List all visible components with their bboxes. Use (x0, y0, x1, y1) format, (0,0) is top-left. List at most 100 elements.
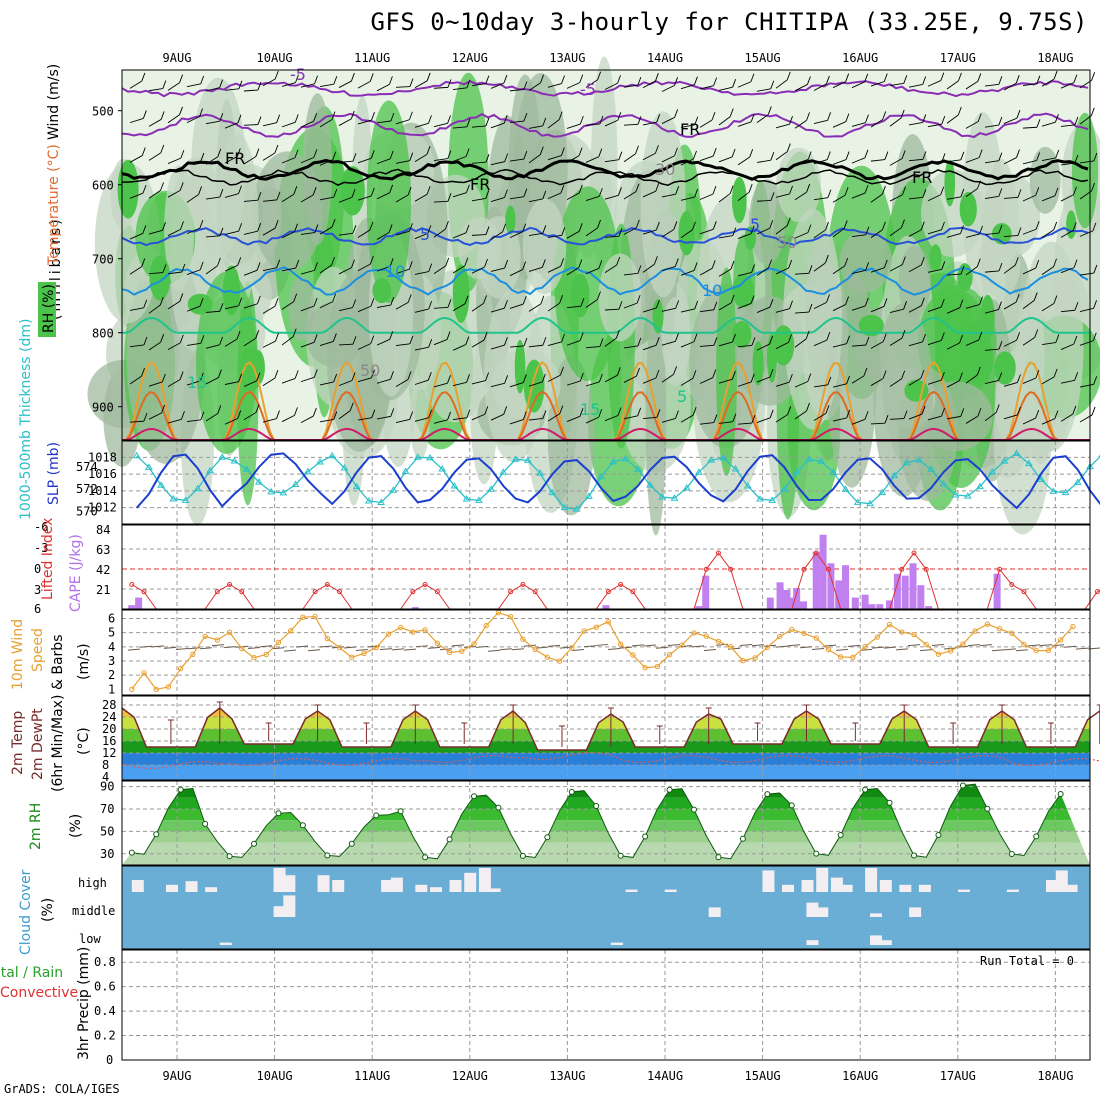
wind-barb (243, 230, 258, 235)
wind-barb (604, 415, 619, 422)
wind-barb-flag (276, 259, 281, 268)
wind-barb-10m (655, 646, 669, 649)
wind-barb (661, 84, 675, 92)
wind-barb-flag (1035, 221, 1040, 230)
wind-barb (509, 303, 524, 309)
wind-barb-flag (466, 374, 470, 383)
wind-barb-flag (882, 221, 886, 230)
wind-tick-label: 1 (108, 682, 115, 696)
wind-barb-flag (769, 299, 774, 308)
wind-barb (528, 232, 543, 237)
wind-barb (262, 418, 277, 423)
wind-barb (357, 157, 372, 164)
thickness-marker (670, 494, 679, 501)
wind-speed-marker (862, 643, 868, 650)
wind-speed-marker (850, 654, 856, 661)
cloud-high-block (840, 884, 853, 892)
rh-marker (739, 835, 746, 842)
wind-barb-flag (920, 256, 925, 266)
thickness-marker (475, 496, 483, 503)
thickness-marker (1000, 457, 1009, 464)
upper-air-frame (121, 69, 1091, 441)
slp-line (135, 452, 1100, 510)
wind-barb-flag (389, 76, 393, 85)
wind-barb-flag (370, 150, 375, 159)
wind-barb (509, 89, 524, 92)
wind-barb-flag (901, 370, 906, 379)
wind-barb (433, 200, 449, 203)
wind-barb (889, 194, 903, 202)
wind-barb (832, 194, 846, 203)
wind-barb (490, 307, 505, 313)
thickness-marker (585, 492, 593, 499)
wind-barb-flag (786, 143, 791, 152)
wind-barb (1041, 195, 1056, 202)
rh-marker (1033, 833, 1040, 840)
wind-barb (205, 196, 220, 200)
rh-tick-label: 70 (100, 802, 114, 816)
cloud-middle-block (816, 907, 829, 917)
wind-barb-flag (313, 334, 318, 343)
wind-barb (794, 120, 807, 129)
wind-barb (889, 378, 902, 387)
lifted-index-marker (214, 589, 220, 595)
wind-barb (1041, 121, 1056, 127)
cape-bar (835, 580, 843, 609)
wind-barb-flag (199, 108, 204, 117)
wind-barb-flag (294, 407, 298, 416)
thickness-marker (377, 498, 385, 506)
cloud-high-block (283, 875, 296, 892)
temp-bands (122, 708, 1090, 780)
wind-barb (661, 374, 674, 383)
wind-barb (718, 421, 733, 424)
rh-marker (153, 831, 160, 838)
wind-barb (756, 159, 771, 163)
precip-tick-label: 0 (106, 1053, 113, 1067)
wind-barb-flag (426, 72, 431, 81)
wind-barb-flag (825, 221, 829, 231)
wind-barb-flag (199, 372, 204, 381)
dewpoint-line (121, 751, 1100, 770)
wind-barb (1022, 337, 1035, 346)
cape-bar (861, 594, 869, 609)
wind-barb-10m (835, 648, 849, 651)
wind-barb (433, 86, 449, 89)
wind10m-barbs-title: & Barbs (50, 635, 66, 691)
wind-barb (224, 122, 239, 129)
wind-barb-flag (428, 338, 433, 348)
rh-saturated-blob (251, 350, 265, 385)
wind-barb-flag (217, 405, 222, 414)
wind-barb (1041, 229, 1054, 239)
lifted-index-marker (434, 589, 440, 595)
thickness-marker (792, 468, 801, 475)
wind-barb-flag (141, 147, 146, 156)
wind-barb-flag (655, 337, 660, 346)
wind-barb (547, 413, 561, 422)
wind-barb (661, 307, 676, 312)
wind-barb-flag (502, 223, 507, 232)
wind-barb-flag (484, 258, 488, 268)
cape-bar (411, 607, 419, 609)
wind-barb (889, 158, 903, 166)
wind-barb-flag (542, 337, 547, 346)
wind-barb-flag (618, 187, 622, 196)
wind-barb (756, 199, 772, 202)
wind-barb-flag (845, 113, 850, 122)
wind-barb (357, 263, 371, 272)
wind-barb-flag (237, 114, 242, 123)
wind-barb (319, 341, 334, 347)
wind-barb-flag (483, 295, 487, 304)
wind-barb (509, 158, 524, 162)
cape-tick-label: 63 (96, 543, 110, 557)
wind-barb-flag (390, 371, 394, 380)
wind-barb (1060, 162, 1075, 166)
rh-marker (544, 834, 551, 841)
wind-barb-flag (162, 80, 167, 89)
wind-barb-flag (542, 117, 547, 127)
wind-speed-marker (947, 648, 954, 654)
lifted-index-marker (997, 566, 1003, 572)
wind-speed-marker (740, 658, 746, 664)
rh-saturated-blob (944, 159, 956, 207)
wind-speed-marker (300, 614, 306, 620)
